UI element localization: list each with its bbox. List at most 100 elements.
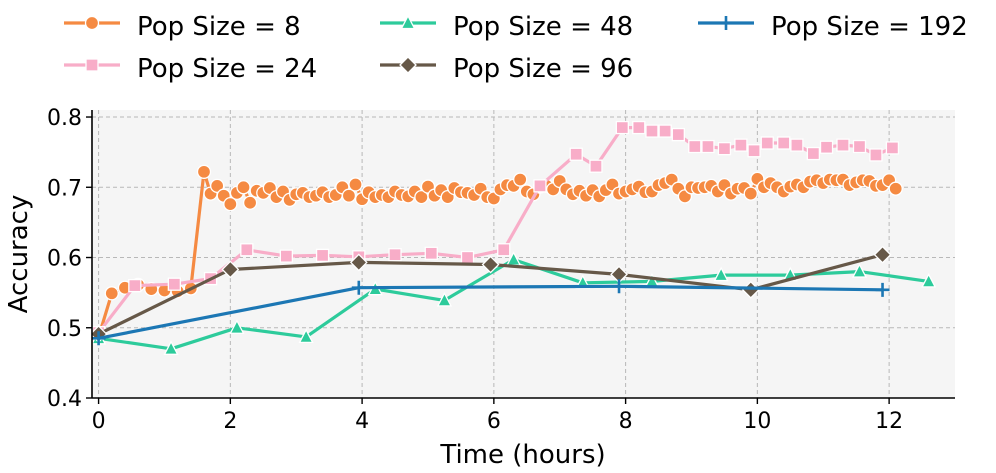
- data-point-s0-12: [223, 196, 238, 212]
- data-point-s1-23: [734, 138, 748, 152]
- data-point-s1-16: [632, 120, 646, 135]
- data-point-s0-56: [513, 172, 528, 187]
- data-point-s1-31: [852, 139, 867, 154]
- x-tick-label-0: 0: [92, 409, 106, 434]
- data-point-s4-2: [612, 279, 627, 294]
- legend-label-pop-48: Pop Size = 48: [453, 12, 633, 42]
- data-point-s1-24: [747, 144, 761, 158]
- data-point-s0-14: [236, 180, 251, 195]
- data-point-s4-1: [351, 280, 366, 295]
- data-point-s0-15: [242, 195, 258, 210]
- legend-item-pop-192: Pop Size = 192: [698, 12, 968, 42]
- data-point-s1-18: [658, 124, 672, 138]
- data-series: [89, 120, 937, 355]
- series-3: [89, 245, 892, 343]
- data-point-s3-1: [221, 260, 240, 279]
- x-tick-label-4: 8: [619, 409, 633, 434]
- legend-swatch-pop-24: [64, 58, 120, 72]
- data-point-s1-15: [615, 120, 629, 135]
- data-point-s1-4: [240, 243, 254, 257]
- data-point-s1-20: [688, 139, 702, 154]
- legend-item-pop-48: Pop Size = 48: [380, 12, 633, 42]
- axis-ticks: 0 2 4 6 8 10 12 0.4 0.5 0.6 0.7 0.8: [47, 106, 903, 434]
- data-point-s1-32: [869, 148, 883, 162]
- x-tick-label-2: 4: [355, 409, 369, 434]
- data-point-s2-11: [851, 263, 868, 278]
- data-point-s1-5: [279, 249, 293, 263]
- data-point-s2-9: [713, 266, 729, 282]
- legend-label-pop-96: Pop Size = 96: [453, 54, 633, 84]
- data-point-s2-3: [298, 328, 314, 344]
- data-point-s0-10: [210, 178, 225, 194]
- data-point-s0-1: [104, 286, 119, 301]
- legend-label-pop-24: Pop Size = 24: [137, 54, 317, 84]
- legend: Pop Size = 8 Pop Size = 24 Pop Size = 48…: [64, 12, 968, 84]
- legend-marker-2: [400, 14, 416, 30]
- data-point-s1-11: [497, 243, 511, 257]
- data-point-s0-30: [341, 188, 357, 203]
- x-tick-label-5: 10: [743, 409, 771, 434]
- data-point-s1-1: [128, 278, 142, 293]
- legend-swatch-pop-8: [64, 15, 120, 31]
- data-point-s1-19: [671, 127, 685, 142]
- data-point-s1-14: [589, 159, 603, 173]
- data-point-s2-12: [921, 272, 937, 288]
- y-axis-label: Accuracy: [4, 195, 34, 314]
- data-point-s2-5: [436, 291, 453, 307]
- data-point-s1-6: [315, 248, 330, 263]
- legend-label-pop-8: Pop Size = 8: [137, 12, 301, 42]
- y-tick-label-1: 0.5: [47, 317, 82, 342]
- data-point-s1-10: [460, 250, 475, 265]
- data-point-s0-91: [743, 186, 758, 201]
- legend-marker-4: [719, 16, 733, 30]
- data-point-s0-113: [888, 181, 903, 196]
- data-point-s1-30: [836, 138, 850, 152]
- data-point-s1-22: [717, 141, 732, 156]
- y-tick-label-2: 0.6: [47, 247, 82, 272]
- data-point-s1-27: [790, 138, 804, 152]
- data-point-s0-8: [196, 164, 212, 179]
- x-axis-label: Time (hours): [439, 440, 605, 470]
- data-point-s4-3: [875, 282, 890, 297]
- legend-label-pop-192: Pop Size = 192: [771, 12, 968, 42]
- series-line-4: [98, 284, 883, 340]
- data-point-s1-25: [760, 136, 774, 150]
- data-point-s1-21: [701, 139, 715, 154]
- series-1: [91, 120, 900, 340]
- legend-item-pop-8: Pop Size = 8: [64, 12, 301, 42]
- y-tick-label-4: 0.8: [47, 106, 82, 131]
- data-point-s1-17: [645, 124, 659, 138]
- x-tick-label-6: 12: [875, 409, 903, 434]
- legend-item-pop-24: Pop Size = 24: [64, 54, 317, 84]
- x-tick-label-3: 6: [487, 409, 501, 434]
- data-point-s1-26: [777, 136, 791, 150]
- data-point-s1-33: [885, 141, 900, 155]
- legend-marker-1: [85, 58, 99, 72]
- y-tick-label-0: 0.4: [47, 387, 82, 412]
- y-tick-label-3: 0.7: [47, 176, 82, 201]
- legend-swatch-pop-96: [380, 56, 436, 74]
- data-point-s1-28: [806, 146, 821, 161]
- data-point-s3-6: [873, 245, 892, 264]
- series-4: [91, 279, 890, 346]
- x-tick-label-1: 2: [223, 409, 237, 434]
- data-point-s4-0: [91, 331, 106, 346]
- data-point-s1-29: [819, 140, 834, 154]
- legend-swatch-pop-192: [698, 16, 754, 30]
- data-point-s1-9: [424, 246, 438, 260]
- data-point-s2-1: [163, 340, 179, 355]
- data-point-s2-2: [229, 319, 245, 334]
- data-point-s1-12: [533, 179, 547, 193]
- legend-item-pop-96: Pop Size = 96: [380, 54, 633, 84]
- series-2: [91, 251, 937, 355]
- data-point-s0-31: [348, 177, 363, 192]
- data-point-s3-3: [481, 255, 500, 274]
- data-point-s3-2: [349, 253, 368, 272]
- legend-marker-3: [399, 56, 417, 74]
- legend-marker-0: [84, 15, 100, 31]
- data-point-s1-13: [569, 147, 583, 161]
- data-point-s1-2: [167, 277, 181, 291]
- legend-swatch-pop-48: [380, 14, 436, 30]
- data-point-s1-8: [388, 248, 402, 262]
